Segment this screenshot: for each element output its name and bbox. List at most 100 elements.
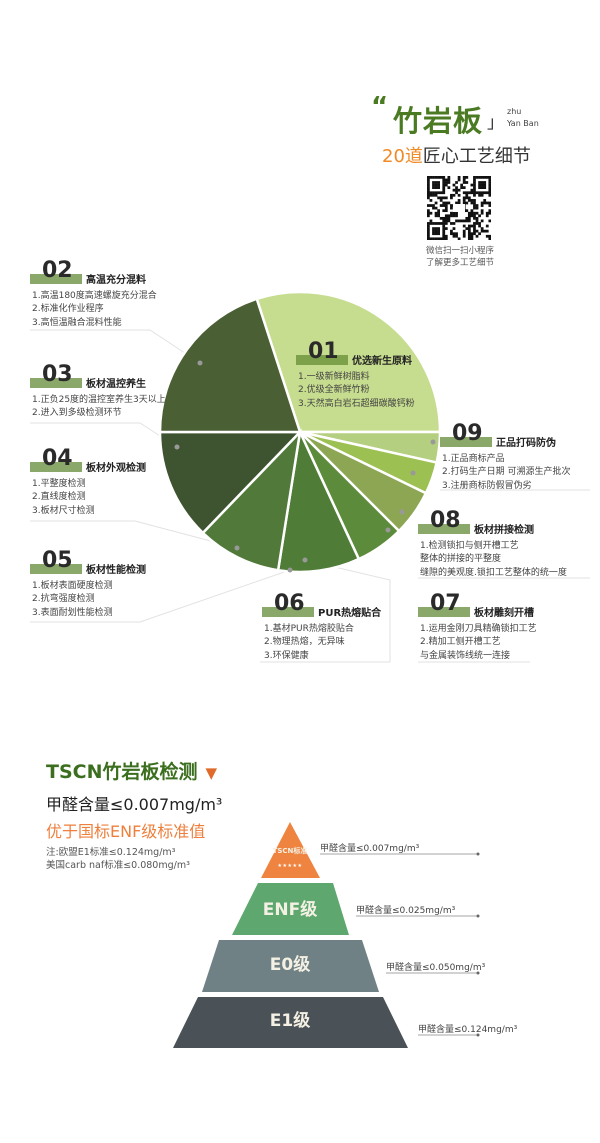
step-title: PUR热熔贴合 (318, 608, 382, 619)
step-number: 03 (42, 362, 73, 387)
label-bar (418, 524, 470, 534)
step-number: 01 (308, 339, 339, 364)
step-number: 02 (42, 258, 73, 283)
pinyin-2: Yan Ban (507, 119, 539, 128)
step-detail-line: 3.环保健康 (264, 650, 309, 661)
step-number: 07 (430, 591, 461, 616)
triangle-down-icon: ▼ (205, 764, 218, 782)
step-detail-line: 2.打码生产日期 可溯源生产批次 (442, 467, 571, 478)
step-detail-line: 2.优级全新鲜竹粉 (298, 385, 370, 396)
leader-dot (430, 439, 436, 445)
step-detail-line: 2.物理热熔，无异味 (264, 637, 345, 648)
step-number: 05 (42, 548, 73, 573)
step-details: 1.正负25度的温控室养生3天以上 2.进入到多级检测环节 (32, 394, 166, 421)
note-eu: 注:欧盟E1标准≤0.124mg/m³ (46, 847, 176, 858)
step-detail-line: 与金属装饰线统一连接 (420, 650, 511, 661)
label-bar (440, 437, 492, 447)
pyramid-level-label: ENF级 (262, 900, 318, 921)
star-rating: ★★★★★ (277, 863, 303, 869)
step-detail-line: 1.板材表面硬度检测 (32, 581, 113, 591)
step-detail-line: 2.进入到多级检测环节 (32, 408, 122, 419)
step-detail-line: 1.高温180度高速螺旋充分混合 (32, 291, 157, 301)
step-detail-line: 1.一级新鲜树脂料 (298, 372, 370, 382)
step-details: 1.平整度检测 2.直线度检测 3.板材尺寸检测 (32, 478, 95, 518)
step-detail-line: 2.精加工侧开槽工艺 (420, 637, 501, 648)
step-detail-line: 1.运用金刚刀具精确锁扣工艺 (420, 624, 537, 634)
step-title: 板材温控养生 (86, 379, 146, 390)
step-detail-line: 3.板材尺寸检测 (32, 505, 95, 516)
process-pie-chart (30, 290, 590, 663)
label-bar (30, 274, 82, 284)
step-detail-line: 1.正负25度的温控室养生3天以上 (32, 395, 166, 405)
formaldehyde-pyramid (173, 822, 480, 1048)
step-number: 04 (42, 446, 73, 471)
standards-note: 注:欧盟E1标准≤0.124mg/m³ 美国carb naf标准≤0.080mg/… (46, 846, 190, 872)
leader-dot (399, 509, 405, 515)
qr-caption-1: 微信扫一扫小程序 (426, 246, 495, 256)
pinyin: zhu Yan Ban (507, 106, 539, 130)
note-us: 美国carb naf标准≤0.080mg/m³ (46, 860, 190, 871)
step-title: 板材拼接检测 (474, 525, 534, 536)
step-detail-line: 3.注册商标防假冒伪劣 (442, 480, 532, 491)
step-detail-line: 缝隙的美观度.锁扣工艺整体的统一度 (420, 567, 567, 578)
step-detail-line: 1.平整度检测 (32, 479, 86, 489)
subtitle-accent: 20道 (382, 146, 423, 167)
step-detail-line: 整体的拼接的平整度 (420, 554, 502, 565)
label-bar (262, 607, 314, 617)
step-details: 1.检测锁扣与侧开槽工艺 整体的拼接的平整度缝隙的美观度.锁扣工艺整体的统一度 (420, 540, 567, 580)
pyramid-level-label: E0级 (269, 955, 311, 976)
step-title: 板材性能检测 (86, 565, 146, 576)
subtitle: 20道匠心工艺细节 (382, 142, 531, 168)
leader-dot (174, 444, 180, 450)
label-bar (30, 378, 82, 388)
pyramid-layer-2 (202, 940, 379, 992)
step-title: 板材外观检测 (86, 463, 146, 474)
better-than-standard: 优于国标ENF级标准值 (46, 822, 206, 841)
step-detail-line: 1.基材PUR热熔胶贴合 (264, 624, 354, 634)
brand-title: 竹岩板 (393, 104, 484, 138)
label-bar (296, 355, 348, 365)
pyramid-level-value: 甲醛含量≤0.007mg/m³ (320, 844, 420, 854)
pie-slice-03 (158, 430, 303, 535)
step-detail-line: 1.检测锁扣与侧开槽工艺 (420, 541, 519, 551)
step-number: 06 (274, 591, 305, 616)
close-quote: 」 (487, 113, 504, 133)
qr-caption: 微信扫一扫小程序 了解更多工艺细节 (426, 245, 494, 269)
step-details: 1.正品商标产品 2.打码生产日期 可溯源生产批次 3.注册商标防假冒伪劣 (442, 453, 570, 493)
step-details: 1.板材表面硬度检测 2.抗弯强度检测 3.表面耐划性能检测 (32, 580, 113, 620)
step-title: 高温充分混料 (86, 275, 146, 286)
step-detail-line: 2.直线度检测 (32, 492, 86, 503)
leader-dot (287, 567, 293, 573)
step-details: 1.基材PUR热熔胶贴合 2.物理热熔，无异味 3.环保健康 (264, 623, 354, 663)
testing-title-text: TSCN竹岩板检测 (46, 761, 198, 783)
pyramid-level-value: 甲醛含量≤0.124mg/m³ (418, 1025, 518, 1035)
step-detail-line: 3.表面耐划性能检测 (32, 607, 113, 618)
pie-slice-01 (255, 290, 442, 434)
pyramid-level-label: TSCN标准 (272, 847, 308, 856)
subtitle-rest: 匠心工艺细节 (422, 146, 531, 167)
step-number: 09 (452, 421, 483, 446)
pinyin-1: zhu (507, 107, 522, 116)
testing-title: TSCN竹岩板检测 ▼ (46, 757, 217, 784)
pyramid-layer-0 (261, 822, 320, 878)
pyramid-layer-1 (232, 883, 349, 935)
pie-slice-04 (201, 428, 302, 572)
pie-slice-02 (158, 297, 302, 434)
pyramid-level-value: 甲醛含量≤0.050mg/m³ (386, 963, 486, 973)
leader-dot (234, 545, 240, 551)
qr-caption-2: 了解更多工艺细节 (426, 258, 495, 268)
step-title: 优选新生原料 (352, 356, 412, 367)
step-detail-line: 3.高恒温融合混料性能 (32, 317, 122, 328)
label-bar (30, 564, 82, 574)
step-details: 1.高温180度高速螺旋充分混合 2.标准化作业程序 3.高恒温融合混料性能 (32, 290, 157, 330)
pyramid-layer-3 (173, 997, 408, 1048)
value-line-dot (476, 852, 480, 856)
step-detail-line: 3.天然高白岩石超细碳酸钙粉 (298, 398, 415, 409)
qr-code-icon[interactable] (427, 176, 491, 240)
label-bar (30, 462, 82, 472)
step-details: 1.运用金刚刀具精确锁扣工艺 2.精加工侧开槽工艺 与金属装饰线统一连接 (420, 623, 537, 663)
step-detail-line: 2.标准化作业程序 (32, 304, 104, 315)
pyramid-level-value: 甲醛含量≤0.025mg/m³ (356, 906, 456, 916)
value-line-dot (476, 914, 480, 918)
